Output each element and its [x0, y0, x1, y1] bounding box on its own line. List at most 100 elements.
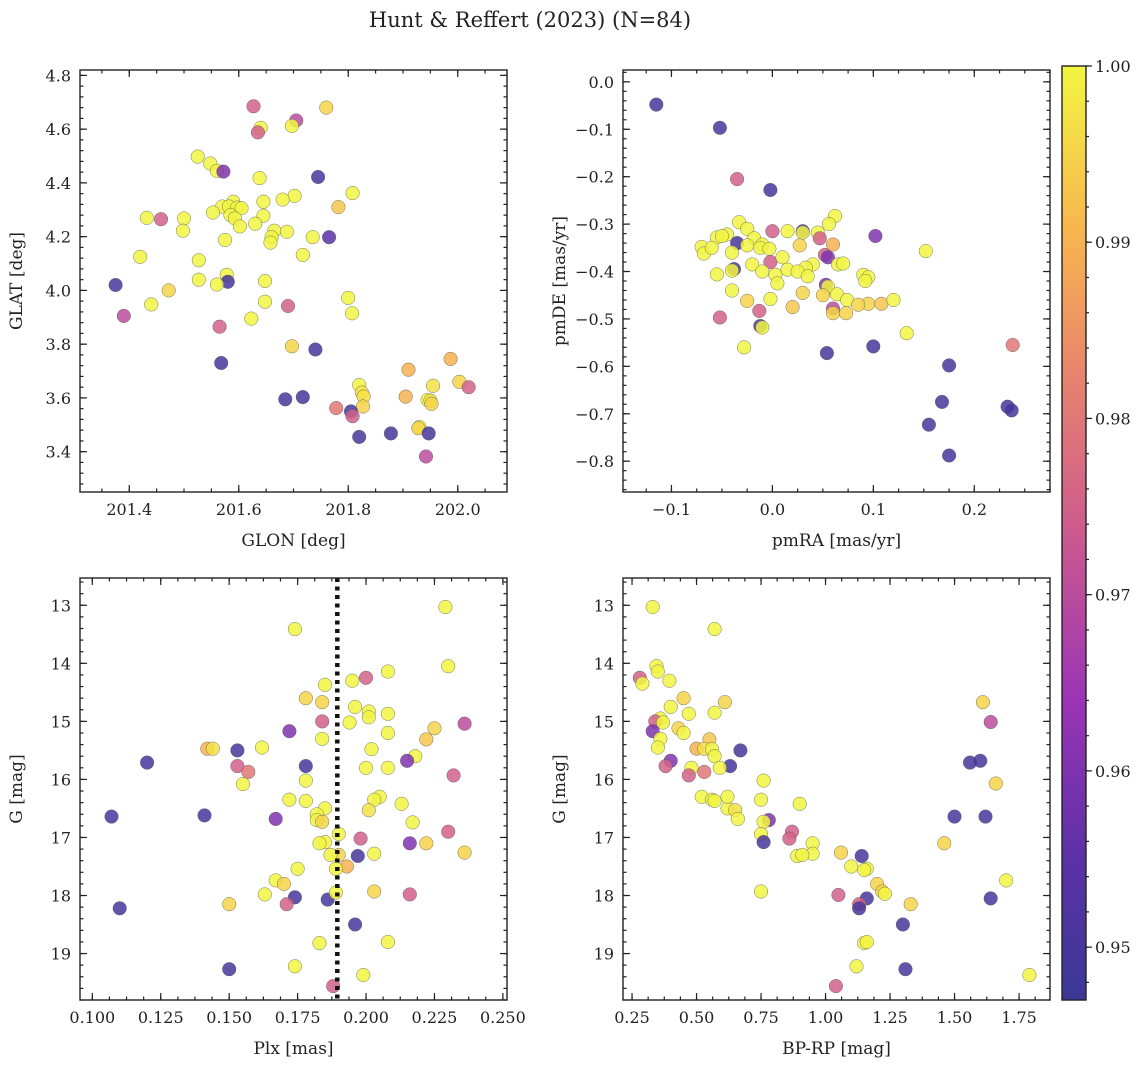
point-pm-51	[795, 285, 810, 300]
point-pm-3	[763, 182, 778, 197]
point-pm-79	[886, 293, 901, 308]
point-pm-8	[780, 224, 795, 239]
ytick-label-cmd-5: 18	[594, 887, 614, 906]
point-plx-g-57	[419, 836, 434, 851]
point-plx-g-82	[356, 968, 371, 983]
point-glon-glat-2	[319, 100, 334, 115]
frame-plx-g	[79, 577, 508, 1001]
point-cmd-0	[645, 600, 660, 615]
point-cmd-78	[828, 979, 843, 994]
xlabel-glon-glat: GLON [deg]	[241, 531, 345, 551]
point-cmd-70	[903, 897, 918, 912]
point-plx-g-0	[438, 600, 453, 615]
point-glon-glat-16	[256, 194, 271, 209]
point-plx-g-12	[361, 710, 376, 725]
point-glon-glat-44	[258, 274, 273, 289]
point-glon-glat-56	[212, 319, 227, 334]
point-cmd-68	[983, 891, 998, 906]
point-glon-glat-75	[329, 401, 344, 416]
point-pm-29	[725, 245, 740, 260]
xtick-label-glon-glat-2: 201.8	[325, 500, 371, 519]
point-cmd-7	[676, 691, 691, 706]
ytick-label-pm-5: −0.3	[575, 215, 614, 234]
point-plx-g-47	[268, 811, 283, 826]
point-glon-glat-17	[331, 200, 346, 215]
xtick-label-plx-g-5: 0.225	[412, 1008, 458, 1027]
point-glon-glat-26	[153, 212, 168, 227]
point-pm-68	[1005, 338, 1020, 353]
point-cmd-44	[730, 811, 745, 826]
ytick-label-cmd-2: 15	[594, 712, 614, 731]
colorbar-frame	[1061, 65, 1087, 1001]
point-pm-71	[819, 346, 834, 361]
point-pm-0	[649, 97, 664, 112]
point-cmd-33	[697, 764, 712, 779]
point-plx-g-40	[298, 793, 313, 808]
point-pm-73	[935, 394, 950, 409]
panels-layer: 201.4 201.6 201.8 202.0 3.4 3.6 3.8 4.0 4.2 4.4 4.…	[7, 66, 1051, 1059]
ytick-label-glon-glat-6: 4.6	[46, 120, 71, 139]
point-plx-g-67	[276, 876, 291, 891]
point-pm-36	[745, 257, 760, 272]
point-plx-g-55	[312, 836, 327, 851]
point-glon-glat-13	[345, 186, 360, 201]
point-plx-g-79	[348, 917, 363, 932]
point-glon-glat-25	[139, 210, 154, 225]
point-cmd-39	[754, 792, 769, 807]
panel-cmd: 0.25 0.50 0.75 1.00 1.25 1.50 1.75 13 14 15 16 17 18…	[550, 577, 1051, 1059]
points-plx-g	[104, 600, 472, 994]
point-glon-glat-35	[305, 230, 320, 245]
point-glon-glat-9	[216, 164, 231, 179]
point-plx-g-5	[345, 673, 360, 688]
point-pm-42	[709, 267, 724, 282]
point-pm-1	[712, 120, 727, 135]
point-plx-g-81	[222, 962, 237, 977]
point-plx-g-17	[282, 724, 297, 739]
point-cmd-32	[712, 760, 727, 775]
point-plx-g-3	[380, 664, 395, 679]
point-glon-glat-14	[275, 192, 290, 207]
point-plx-g-1	[287, 622, 302, 637]
point-plx-g-30	[298, 759, 313, 774]
point-plx-g-9	[348, 699, 363, 714]
point-pm-63	[839, 306, 854, 321]
point-plx-g-15	[457, 716, 472, 731]
point-pm-22	[792, 238, 807, 253]
point-cmd-73	[859, 935, 874, 950]
point-glon-glat-47	[209, 277, 224, 292]
point-glon-glat-61	[401, 362, 416, 377]
point-cmd-82	[795, 847, 810, 862]
ylabel-glon-glat: GLAT [deg]	[7, 232, 27, 330]
colorbar-tick-label-0: 0.95	[1095, 938, 1131, 957]
xtick-label-plx-g-4: 0.200	[343, 1008, 389, 1027]
xtick-label-cmd-3: 1.00	[808, 1008, 844, 1027]
points-cmd	[632, 600, 1037, 994]
point-glon-glat-51	[258, 294, 273, 309]
xlabel-pm: pmRA [mas/yr]	[772, 531, 901, 551]
point-glon-glat-57	[284, 339, 299, 354]
point-glon-glat-22	[205, 205, 220, 220]
point-cmd-71	[852, 901, 867, 916]
point-plx-g-49	[315, 814, 330, 829]
point-cmd-24	[650, 740, 665, 755]
point-pm-66	[755, 320, 770, 335]
point-pm-31	[820, 250, 835, 265]
point-cmd-6	[662, 673, 677, 688]
ytick-label-pm-1: −0.7	[575, 405, 614, 424]
point-cmd-45	[947, 809, 962, 824]
point-plx-g-18	[380, 726, 395, 741]
point-glon-glat-64	[426, 378, 441, 393]
point-plx-g-59	[367, 846, 382, 861]
point-pm-55	[740, 293, 755, 308]
ytick-label-plx-g-3: 16	[51, 770, 71, 789]
point-cmd-54	[937, 836, 952, 851]
point-cmd-79	[975, 695, 990, 710]
ytick-label-cmd-0: 13	[594, 596, 614, 615]
frame-cmd	[622, 577, 1051, 1001]
frame-pm	[622, 69, 1051, 493]
point-plx-g-58	[457, 845, 472, 860]
ytick-label-glon-glat-2: 3.8	[46, 335, 71, 354]
point-pm-75	[1004, 403, 1019, 418]
point-glon-glat-36	[322, 230, 337, 245]
xtick-label-plx-g-1: 0.125	[138, 1008, 184, 1027]
